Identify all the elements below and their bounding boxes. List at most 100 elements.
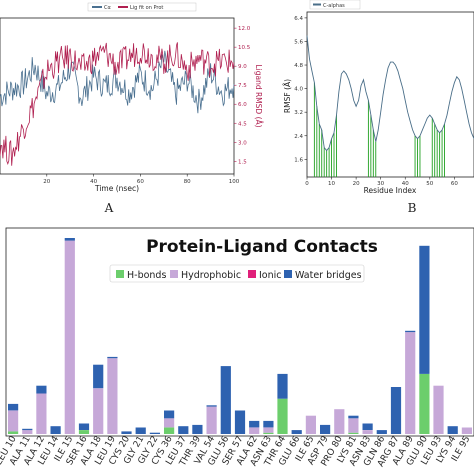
y-tick-label: 2.4 [294, 134, 303, 140]
bar-segment-water-bridges [263, 420, 274, 428]
bar-segment-hydrophobic [405, 332, 416, 434]
legend-label-water: Water bridges [295, 270, 362, 281]
bar-segment-water-bridges [220, 366, 231, 434]
bar-segment-hydrophobic [362, 430, 373, 434]
x-tick-label: 40 [90, 179, 97, 185]
bar-segment-h-bonds [78, 430, 90, 434]
bar-segment-water-bridges [234, 410, 246, 434]
bar-segment-hydrophobic [8, 410, 19, 432]
panel-b-x-ticks: 0 10 20 30 40 50 60 [305, 177, 458, 187]
panel-c-legend: H-bonds Hydrophobic Ionic Water bridges [109, 264, 365, 283]
y2-tick-label: 7.5 [238, 83, 247, 89]
bar-segment-water-bridges [8, 403, 19, 411]
bar-segment-water-bridges [320, 424, 331, 434]
bar-segment-hydrophobic [93, 388, 104, 434]
panel-c: Protein-Ligand Contacts H-bonds Hydropho… [0, 227, 474, 469]
bar-segment-water-bridges [192, 424, 203, 434]
bar-segment-hydrophobic [107, 358, 118, 434]
x-tick-label: 10 [328, 181, 335, 187]
bar-segment-h-bonds [277, 398, 288, 434]
y2-tick-label: 12.0 [238, 26, 251, 32]
bar-segment-water-bridges [149, 432, 160, 434]
legend-label-lig: Lig fit on Prot [130, 5, 163, 11]
bar-segment-h-bonds [263, 432, 274, 434]
bar-segment-water-bridges [50, 426, 61, 434]
bar-segment-water-bridges [36, 385, 47, 394]
bar-segment-water-bridges [93, 364, 104, 389]
x-tick-label: 30 [377, 181, 384, 187]
bar-segment-h-bonds [164, 427, 175, 434]
bar-segment-water-bridges [291, 430, 302, 434]
y2-tick-label: 1.5 [238, 159, 247, 165]
bar-segment-hydrophobic [164, 418, 175, 428]
panel-c-frame [5, 227, 474, 437]
panel-b-y-label: RMSF (Å) [283, 79, 292, 113]
panel-b-letter: B [408, 201, 417, 215]
bar-segment-water-bridges [390, 387, 402, 434]
series-line-calpha [306, 35, 474, 152]
y2-tick-label: 3.0 [238, 140, 247, 146]
bar-segment-hydrophobic [334, 409, 345, 434]
x-tick-label: 60 [137, 179, 144, 185]
y2-tick-label: 9.0 [238, 64, 247, 70]
bar-segment-water-bridges [206, 405, 217, 407]
bar-segment-hydrophobic [461, 427, 472, 434]
bar-segment-hydrophobic [36, 393, 47, 434]
legend-swatch-water [284, 270, 292, 278]
panel-a: Cα Lig fit on Prot 20 40 60 80 100 1.5 3.0 4.5… [0, 2, 263, 215]
panel-b-frame [306, 11, 474, 178]
bar-segment-water-bridges [78, 423, 90, 430]
panel-a-legend: Cα Lig fit on Prot [87, 2, 197, 12]
panel-a-frame [0, 17, 235, 175]
y-tick-label: 6.4 [294, 16, 303, 22]
bar-segment-hydrophobic [348, 418, 359, 433]
bar-segment-water-bridges [348, 415, 359, 419]
x-tick-label: 20 [353, 181, 360, 187]
bar-segment-hydrophobic [433, 385, 444, 434]
bar-segment-h-bonds [348, 432, 359, 434]
x-tick-label: 60 [451, 181, 458, 187]
panel-a-y2-label: Ligand RMSD (Å) [254, 64, 263, 127]
bar-segment-water-bridges [362, 423, 373, 430]
series-line-lig [0, 42, 235, 166]
bar-segment-water-bridges [376, 430, 387, 434]
bar-segment-water-bridges [249, 420, 260, 428]
bar-segment-hydrophobic [263, 427, 274, 433]
legend-label-ca: Cα [104, 5, 111, 11]
series-line-ca [0, 50, 235, 114]
x-tick-label: 40 [402, 181, 409, 187]
bar-segment-h-bonds [8, 431, 19, 434]
bar-segment-water-bridges [419, 245, 430, 374]
legend-swatch-ionic [248, 270, 256, 278]
bar-segment-hydrophobic [305, 415, 316, 434]
panel-b-legend: C-alphas [309, 0, 361, 10]
panel-a-y2-ticks: 1.5 3.0 4.5 6.0 7.5 9.0 10.5 12.0 [234, 26, 251, 165]
panel-c-title: Protein-Ligand Contacts [146, 237, 378, 257]
panel-b: C-alphas 0 10 20 30 40 50 60 1.6 2.4 3.2 4.0 4.8 5.… [283, 0, 474, 215]
bar-segment-water-bridges [121, 431, 132, 434]
y2-tick-label: 6.0 [238, 102, 247, 108]
bar-segment-h-bonds [419, 373, 430, 434]
bar-segment-hydrophobic [206, 406, 217, 434]
x-tick-label: 80 [184, 179, 191, 185]
legend-label-ionic: Ionic [259, 270, 282, 281]
panel-a-x-label: Time (nsec) [94, 184, 139, 193]
bar-segment-water-bridges [164, 410, 175, 419]
bar-segment-hydrophobic [249, 427, 260, 434]
legend-label-hbonds: H-bonds [127, 270, 166, 281]
panel-a-letter: A [104, 201, 114, 215]
x-tick-label: 0 [305, 181, 309, 187]
y-tick-label: 4.8 [294, 63, 303, 69]
panel-c-bars [8, 238, 472, 434]
legend-swatch-hbonds [116, 270, 124, 278]
legend-label-calpha: C-alphas [323, 3, 345, 9]
x-tick-label: 100 [229, 179, 240, 185]
y-tick-label: 1.6 [294, 157, 303, 163]
legend-swatch-hydrophobic [170, 270, 178, 278]
y-tick-label: 5.6 [294, 39, 303, 45]
panel-b-x-label: Residue Index [364, 186, 417, 195]
bar-segment-water-bridges [64, 238, 75, 241]
bar-segment-water-bridges [107, 356, 118, 359]
